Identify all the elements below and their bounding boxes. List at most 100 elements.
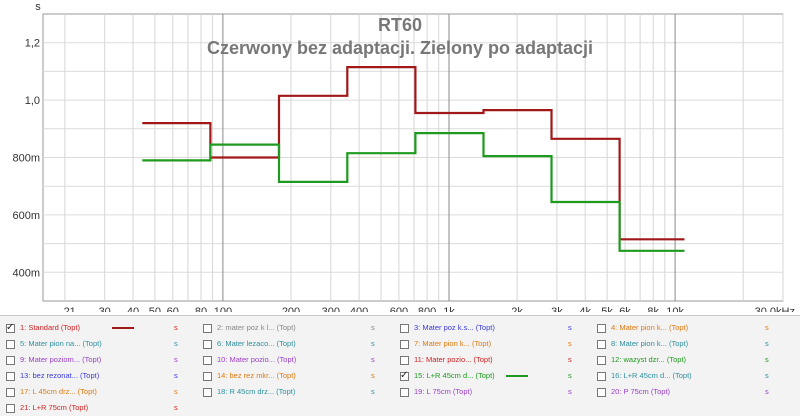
legend-checkbox[interactable] <box>203 356 212 365</box>
legend-label: 18: R 45cm drz... (Topt) <box>217 387 296 396</box>
legend-flag: s <box>371 355 375 364</box>
legend-item[interactable]: 6: Mater lezaco... (Topt) s <box>199 336 396 352</box>
legend-swatch <box>506 375 528 377</box>
legend-item[interactable]: 15: L+R 45cm d... (Topt) s <box>396 368 593 384</box>
x-tick-label: 60 <box>167 306 179 312</box>
legend-item[interactable]: 18: R 45cm drz... (Topt) s <box>199 384 396 400</box>
x-tick-label: 6k <box>619 306 631 312</box>
legend-checkbox[interactable] <box>203 372 212 381</box>
legend-checkbox[interactable] <box>400 368 409 384</box>
x-tick-label: 3k <box>551 306 563 312</box>
legend-label: 15: L+R 45cm d... (Topt) <box>414 371 495 380</box>
legend-checkbox[interactable] <box>400 356 409 365</box>
x-tick-label: 80 <box>195 306 207 312</box>
legend-checkbox[interactable] <box>6 388 15 397</box>
legend-checkbox[interactable] <box>6 320 15 336</box>
legend-flag: s <box>765 355 769 364</box>
x-tick-label: 600 <box>390 306 408 312</box>
legend-item[interactable]: 17: L 45cm drz... (Topt) s <box>2 384 199 400</box>
legend-checkbox[interactable] <box>597 372 606 381</box>
legend-item[interactable]: 11: Mater pozio... (Topt) s <box>396 352 593 368</box>
legend-label: 13: bez rezonat... (Topt) <box>20 371 100 380</box>
series-line <box>142 66 685 241</box>
legend-flag: s <box>174 323 178 332</box>
legend-flag: s <box>765 323 769 332</box>
legend-checkbox[interactable] <box>203 340 212 349</box>
legend-flag: s <box>371 371 375 380</box>
legend-flag: s <box>568 355 572 364</box>
legend-flag: s <box>568 339 572 348</box>
legend-item[interactable]: 16: L+R 45cm d... (Topt) s <box>593 368 790 384</box>
legend-checkbox[interactable] <box>6 356 15 365</box>
legend-item[interactable]: 10: Mater pozio... (Topt) s <box>199 352 396 368</box>
legend-checkbox[interactable] <box>597 356 606 365</box>
legend-label: 7: Mater pion k... (Topt) <box>414 339 492 348</box>
legend-item[interactable]: 8: Mater pion k... (Topt) s <box>593 336 790 352</box>
series-line <box>142 132 685 252</box>
legend-item[interactable]: 20: P 75cm (Topt) s <box>593 384 790 400</box>
legend-item[interactable]: 3: Mater poz k.s... (Topt) s <box>396 320 593 336</box>
legend-item[interactable]: 19: L 75cm (Topt) s <box>396 384 593 400</box>
legend-label: 2: mater poz k l... (Topt) <box>217 323 296 332</box>
legend-label: 16: L+R 45cm d... (Topt) <box>611 371 692 380</box>
legend-label: 8: Mater pion k... (Topt) <box>611 339 689 348</box>
legend-label: 3: Mater poz k.s... (Topt) <box>414 323 495 332</box>
legend-checkbox[interactable] <box>597 388 606 397</box>
legend-label: 14: bez rez mkr... (Topt) <box>217 371 296 380</box>
legend-item[interactable]: 5: Mater pion na... (Topt) s <box>2 336 199 352</box>
legend-checkbox[interactable] <box>6 404 15 413</box>
legend-checkbox[interactable] <box>203 388 212 397</box>
legend-item[interactable]: 12: wazyst dzr... (Topt) s <box>593 352 790 368</box>
x-tick-label: 300 <box>322 306 340 312</box>
legend-label: 19: L 75cm (Topt) <box>414 387 473 396</box>
legend-checkbox[interactable] <box>400 388 409 397</box>
legend-checkbox[interactable] <box>6 372 15 381</box>
legend-checkbox[interactable] <box>400 324 409 333</box>
legend-flag: s <box>174 339 178 348</box>
legend-item[interactable]: 7: Mater pion k... (Topt) s <box>396 336 593 352</box>
x-tick-label: 5k <box>601 306 613 312</box>
legend-checkbox[interactable] <box>400 340 409 349</box>
rt60-chart: RT60 Czerwony bez adaptacji. Zielony po … <box>12 1 795 312</box>
legend-label: 10: Mater pozio... (Topt) <box>217 355 297 364</box>
legend-flag: s <box>174 403 178 412</box>
legend-flag: s <box>174 355 178 364</box>
legend-item[interactable]: 9: Mater poziom... (Topt) s <box>2 352 199 368</box>
legend-label: 1: Standard (Topt) <box>20 323 81 332</box>
y-tick-label: 1,0 <box>25 95 40 107</box>
legend-item[interactable]: 1: Standard (Topt) s <box>2 320 199 336</box>
legend-flag: s <box>765 387 769 396</box>
y-axis-unit: s <box>35 1 41 13</box>
legend-label: 6: Mater lezaco... (Topt) <box>217 339 296 348</box>
legend-label: 12: wazyst dzr... (Topt) <box>611 355 687 364</box>
legend-item[interactable]: 14: bez rez mkr... (Topt) s <box>199 368 396 384</box>
legend-flag: s <box>568 371 572 380</box>
x-tick-label: 2k <box>511 306 523 312</box>
legend-checkbox[interactable] <box>203 324 212 333</box>
legend-checkbox[interactable] <box>597 340 606 349</box>
x-tick-label: 200 <box>282 306 300 312</box>
legend-item[interactable]: 2: mater poz k l... (Topt) s <box>199 320 396 336</box>
legend-item[interactable]: 21: L+R 75cm (Topt) s <box>2 400 199 416</box>
x-tick-label: 40 <box>127 306 139 312</box>
legend-flag: s <box>765 371 769 380</box>
x-tick-label: 50 <box>149 306 161 312</box>
legend-panel: 1: Standard (Topt) s 2: mater poz k l... (… <box>0 315 800 416</box>
x-tick-label: 10k <box>666 306 684 312</box>
x-tick-label: 21 <box>64 306 76 312</box>
legend-swatch <box>112 327 134 329</box>
y-tick-label: 1,2 <box>25 38 40 50</box>
legend-label: 17: L 45cm drz... (Topt) <box>20 387 97 396</box>
legend-checkbox[interactable] <box>6 340 15 349</box>
y-tick-label: 400m <box>12 267 40 279</box>
legend-checkbox[interactable] <box>597 324 606 333</box>
y-tick-label: 800m <box>12 153 40 165</box>
x-tick-label: 30,0kHz <box>755 306 795 312</box>
y-tick-label: 600m <box>12 210 40 222</box>
legend-label: 5: Mater pion na... (Topt) <box>20 339 102 348</box>
chart-subtitle: Czerwony bez adaptacji. Zielony po adapt… <box>207 38 593 58</box>
legend-item[interactable]: 13: bez rezonat... (Topt) s <box>2 368 199 384</box>
legend-label: 9: Mater poziom... (Topt) <box>20 355 102 364</box>
x-tick-label: 30 <box>99 306 111 312</box>
legend-item[interactable]: 4: Mater pion k... (Topt) s <box>593 320 790 336</box>
